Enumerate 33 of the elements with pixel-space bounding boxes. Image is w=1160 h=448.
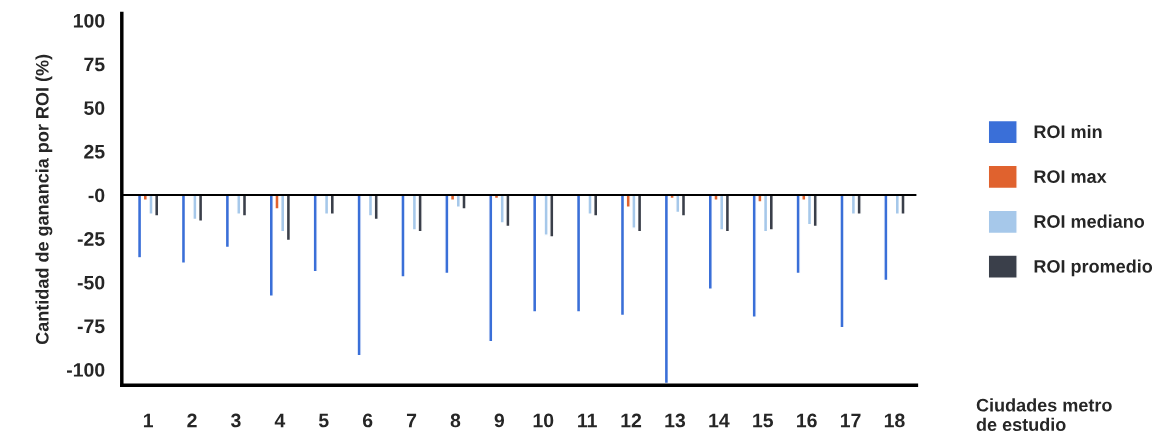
x-tick-label: 3: [230, 413, 241, 428]
x-tick-label: 15: [753, 413, 774, 428]
x-tick-label: 10: [533, 413, 554, 428]
x-tick-label: 14: [709, 413, 730, 428]
y-tick-label: 50: [84, 101, 105, 115]
x-tick-label: 4: [274, 413, 286, 428]
x-tick-label: 18: [884, 413, 905, 428]
x-tick-label: 11: [578, 413, 597, 428]
legend-label: ROI max: [1034, 170, 1107, 184]
y-tick-label: -25: [77, 232, 105, 246]
y-tick-label: 75: [84, 57, 105, 72]
x-tick-label: 6: [362, 413, 373, 428]
x-tick-label: 2: [187, 413, 197, 428]
x-tick-label: 17: [840, 413, 861, 428]
x-axis-title: Ciudades metro de estudio: [976, 398, 1112, 431]
legend-label: ROI min: [1034, 124, 1102, 139]
y-axis-title: Cantidad de ganancia por ROI (%): [35, 54, 53, 345]
y-tick-label: -75: [77, 319, 105, 334]
x-tick-label: 1: [143, 413, 154, 428]
x-tick-label: 16: [797, 413, 817, 428]
y-tick-label: -50: [77, 275, 105, 290]
y-tick-label: -0: [88, 188, 105, 203]
y-tick-label: 25: [84, 144, 105, 159]
y-tick-label: -100: [66, 363, 105, 377]
x-tick-label: 7: [406, 413, 417, 428]
x-tick-label: 8: [450, 413, 461, 428]
x-tick-label: 5: [318, 413, 329, 428]
x-tick-label: 12: [621, 413, 642, 428]
y-tick-label: 100: [73, 13, 105, 28]
legend-label: ROI promedio: [1034, 259, 1153, 277]
legend-label: ROI mediano: [1034, 214, 1145, 228]
x-tick-label: 9: [494, 413, 505, 428]
x-tick-label: 13: [665, 413, 686, 428]
